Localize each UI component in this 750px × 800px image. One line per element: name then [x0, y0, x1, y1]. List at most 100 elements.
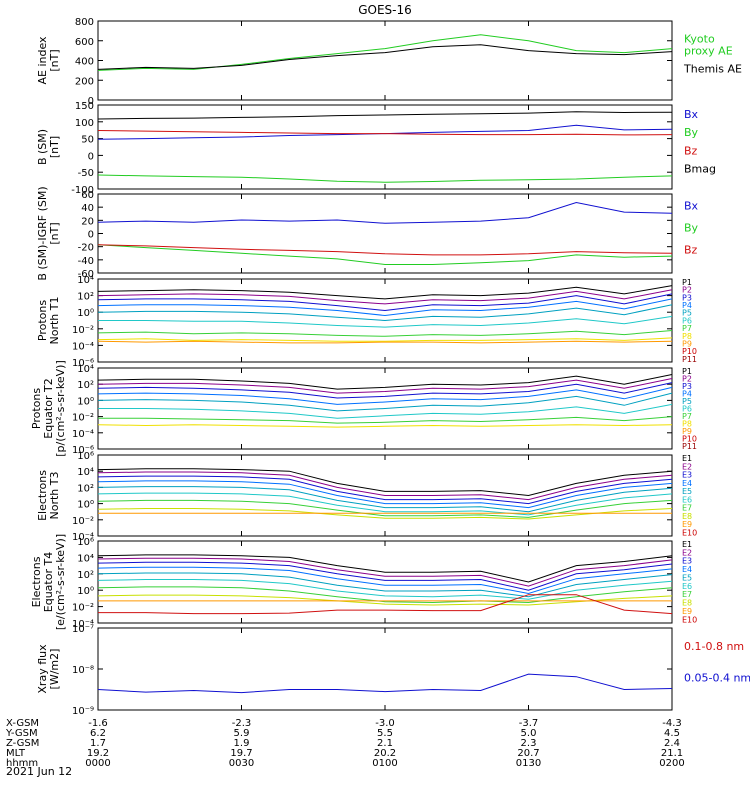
y-tick-label: -40 — [78, 256, 94, 267]
legend-entry: P3 — [682, 382, 692, 391]
series-line-p7 — [98, 416, 673, 424]
panel-frame — [97, 627, 673, 711]
legend-entry: P5 — [682, 309, 692, 318]
panel-bsm: -100 -50 0 50 100 150 B (SM)[nT] Bx By Bz Bmag — [36, 101, 716, 196]
series-line-p5 — [97, 304, 673, 322]
series-line-p9 — [97, 340, 673, 344]
legend-entry: E9 — [682, 520, 692, 529]
series-line-e8 — [97, 508, 673, 520]
orbit-value: -4.3 — [662, 718, 682, 729]
series-line-e8 — [97, 594, 673, 606]
y-tick-label: 0 — [88, 96, 94, 107]
legend-entry: E8 — [682, 512, 692, 521]
legend-entry: E2 — [682, 548, 692, 557]
series-line-e4 — [97, 480, 673, 509]
series-line-e2 — [97, 471, 673, 501]
series-line-e6 — [97, 492, 673, 516]
series-line-e7 — [97, 586, 673, 604]
series-line-bz — [97, 130, 673, 136]
y-tick-label: 10⁻² — [72, 325, 94, 336]
date-label: 2021 Jun 12 — [6, 765, 72, 778]
legend-entry: E6 — [682, 495, 692, 504]
legend-entry: Kyoto proxy AE — [684, 32, 733, 57]
series-line-e1 — [97, 554, 673, 583]
y-tick-label: 100 — [75, 118, 94, 129]
legend-entry: E1 — [682, 454, 692, 463]
legend-entry: P1 — [682, 367, 692, 376]
legend-entry: E3 — [682, 557, 692, 566]
y-tick-label: -100 — [71, 185, 94, 196]
series-line-by — [97, 244, 673, 265]
orbit-value: 4.5 — [664, 728, 680, 739]
legend-entry: P4 — [682, 390, 692, 399]
y-tick-label: 10⁻² — [72, 603, 94, 614]
y-tick-label: 10⁴ — [77, 467, 94, 478]
legend-entry: P6 — [682, 316, 692, 325]
legend-entry: E8 — [682, 599, 692, 608]
series-line-kyoto-proxy-ae — [97, 34, 673, 71]
y-tick-label: 10² — [77, 483, 94, 494]
legend-entry: P5 — [682, 397, 692, 406]
series-line-e1 — [97, 468, 673, 497]
y-tick-label: 10⁻⁸ — [72, 665, 94, 676]
figure-title: GOES-16 — [358, 3, 412, 17]
y-tick-label: 150 — [75, 101, 94, 112]
legend-entry: P6 — [682, 405, 692, 414]
orbit-value: 19.2 — [87, 748, 109, 759]
series-line-by — [97, 174, 673, 183]
panel-pequator: 10⁻⁶ 10⁻⁴ 10⁻² 10⁰ 10² 10⁴ ProtonsEquator T2[p… — [30, 360, 697, 457]
y-tick-label: 10² — [77, 570, 94, 581]
y-tick-label: 10⁰ — [77, 308, 94, 319]
series-line-p3 — [97, 382, 673, 399]
panel-frame — [97, 540, 673, 624]
y-tick-label: 400 — [75, 57, 94, 68]
orbit-value: 6.2 — [90, 728, 106, 739]
y-tick-label: 10² — [77, 292, 94, 303]
orbit-value: 20.2 — [374, 748, 396, 759]
legend-entry: By — [684, 126, 699, 139]
orbit-value: -3.7 — [519, 718, 539, 729]
y-tick-label: 10⁴ — [77, 553, 94, 564]
panel-eequator: 10⁻⁴ 10⁻² 10⁰ 10² 10⁴ 10⁶ ElectronsEquator T4[… — [30, 534, 697, 630]
series-line-p7 — [97, 330, 673, 337]
legend-entry: E5 — [682, 487, 692, 496]
orbit-row-label: Y-GSM — [5, 728, 38, 739]
legend-entry: Bx — [684, 199, 699, 212]
y-tick-label: 0 — [88, 151, 94, 162]
orbit-row-label: hhmm — [6, 758, 38, 769]
y-tick-label: -20 — [78, 243, 94, 254]
y-tick-label: 10⁻⁶ — [72, 445, 94, 456]
y-tick-label: 200 — [75, 76, 94, 87]
legend-entry: P10 — [682, 347, 697, 356]
series-line-p3 — [97, 293, 673, 312]
legend-entry: E3 — [682, 471, 692, 480]
orbit-value: 0200 — [659, 758, 684, 769]
series-line-p8 — [97, 337, 673, 342]
series-line-e5 — [97, 486, 673, 513]
series-line-p5 — [97, 392, 673, 412]
legend-entry: Bmag — [684, 163, 716, 176]
legend-entry: E9 — [682, 607, 692, 616]
orbit-value: 1.9 — [234, 738, 250, 749]
series-line-p2 — [97, 378, 673, 394]
legend-entry: P4 — [682, 301, 692, 310]
series-line-e3 — [97, 475, 673, 505]
series-line-p8 — [97, 424, 673, 428]
y-tick-label: 10⁶ — [77, 451, 94, 462]
orbit-value: 2.4 — [664, 738, 680, 749]
y-tick-label: 60 — [81, 190, 94, 201]
orbit-value: 21.1 — [661, 748, 683, 759]
legend-entry: 0.1-0.8 nm — [684, 640, 744, 653]
orbit-value: -3.0 — [375, 718, 395, 729]
orbit-value: 0130 — [516, 758, 541, 769]
legend-entry: P9 — [682, 339, 692, 348]
y-axis-label: B (SM)-IGRF (SM)[nT] — [36, 186, 61, 280]
orbit-row-label: X-GSM — [6, 718, 39, 729]
y-tick-label: 10⁻⁴ — [72, 532, 94, 543]
y-tick-label: 10⁰ — [77, 500, 94, 511]
legend-entry: 0.05-0.4 nm — [684, 672, 750, 685]
